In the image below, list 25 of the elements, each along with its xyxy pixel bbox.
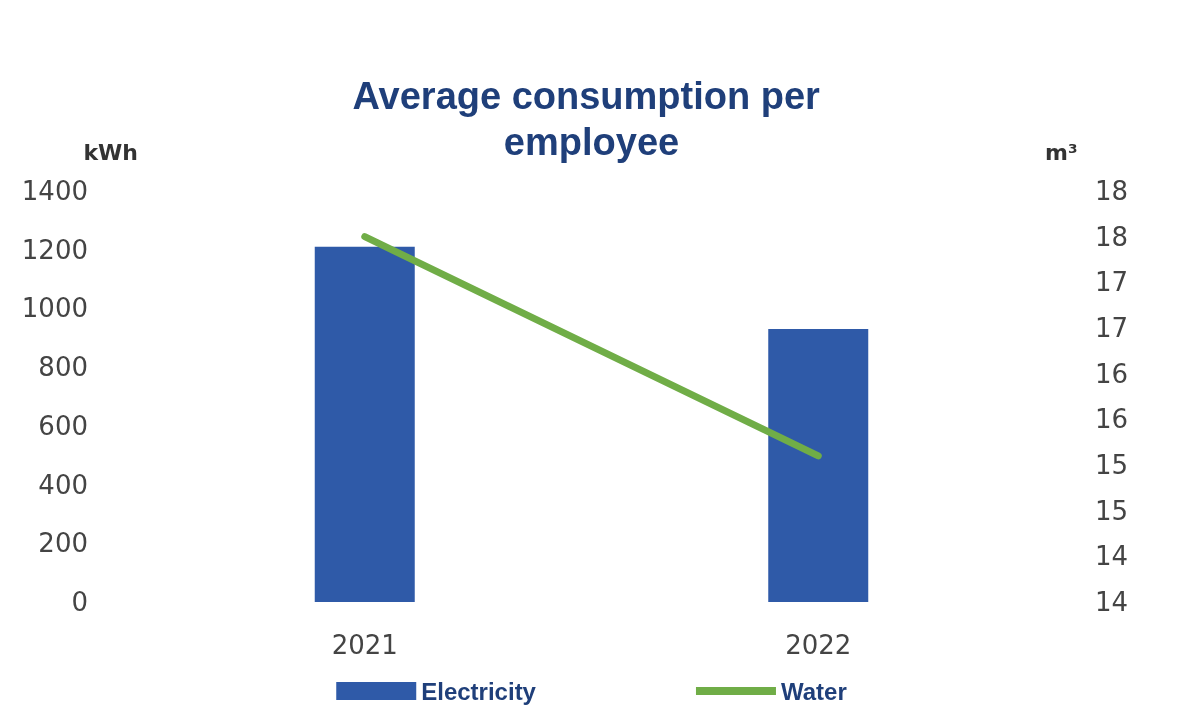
y2-tick-label: 15 [1095,495,1129,526]
y2-tick-label: 14 [1095,587,1129,617]
y-tick-label: 400 [38,469,88,500]
y-tick-label: 1200 [21,234,88,265]
y2-tick-label: 17 [1095,267,1129,298]
x-tick-label: 2021 [331,630,398,660]
y-tick-label: 600 [38,410,88,441]
x-tick-label: 2022 [785,630,852,660]
y-tick-label: 800 [38,352,88,383]
y2-tick-label: 17 [1095,313,1129,343]
y2-tick-label: 18 [1095,176,1129,206]
chart-title: Average consumption per employee [352,75,831,163]
y-tick-label: 1400 [21,176,88,206]
y-axis-title: kWh [83,139,138,165]
y-tick-label: 1000 [21,293,88,324]
y2-tick-label: 16 [1095,358,1129,389]
y2-tick-label: 18 [1095,221,1129,252]
y2-tick-label: 16 [1095,404,1129,435]
y-tick-label: 0 [71,587,88,617]
y2-tick-label: 15 [1095,450,1129,480]
legend-label: Water [780,677,847,705]
legend-label: Electricity [421,677,537,705]
y2-axis-title: m³ [1045,139,1078,165]
y-tick-label: 200 [38,528,88,559]
y2-tick-label: 14 [1095,541,1129,572]
